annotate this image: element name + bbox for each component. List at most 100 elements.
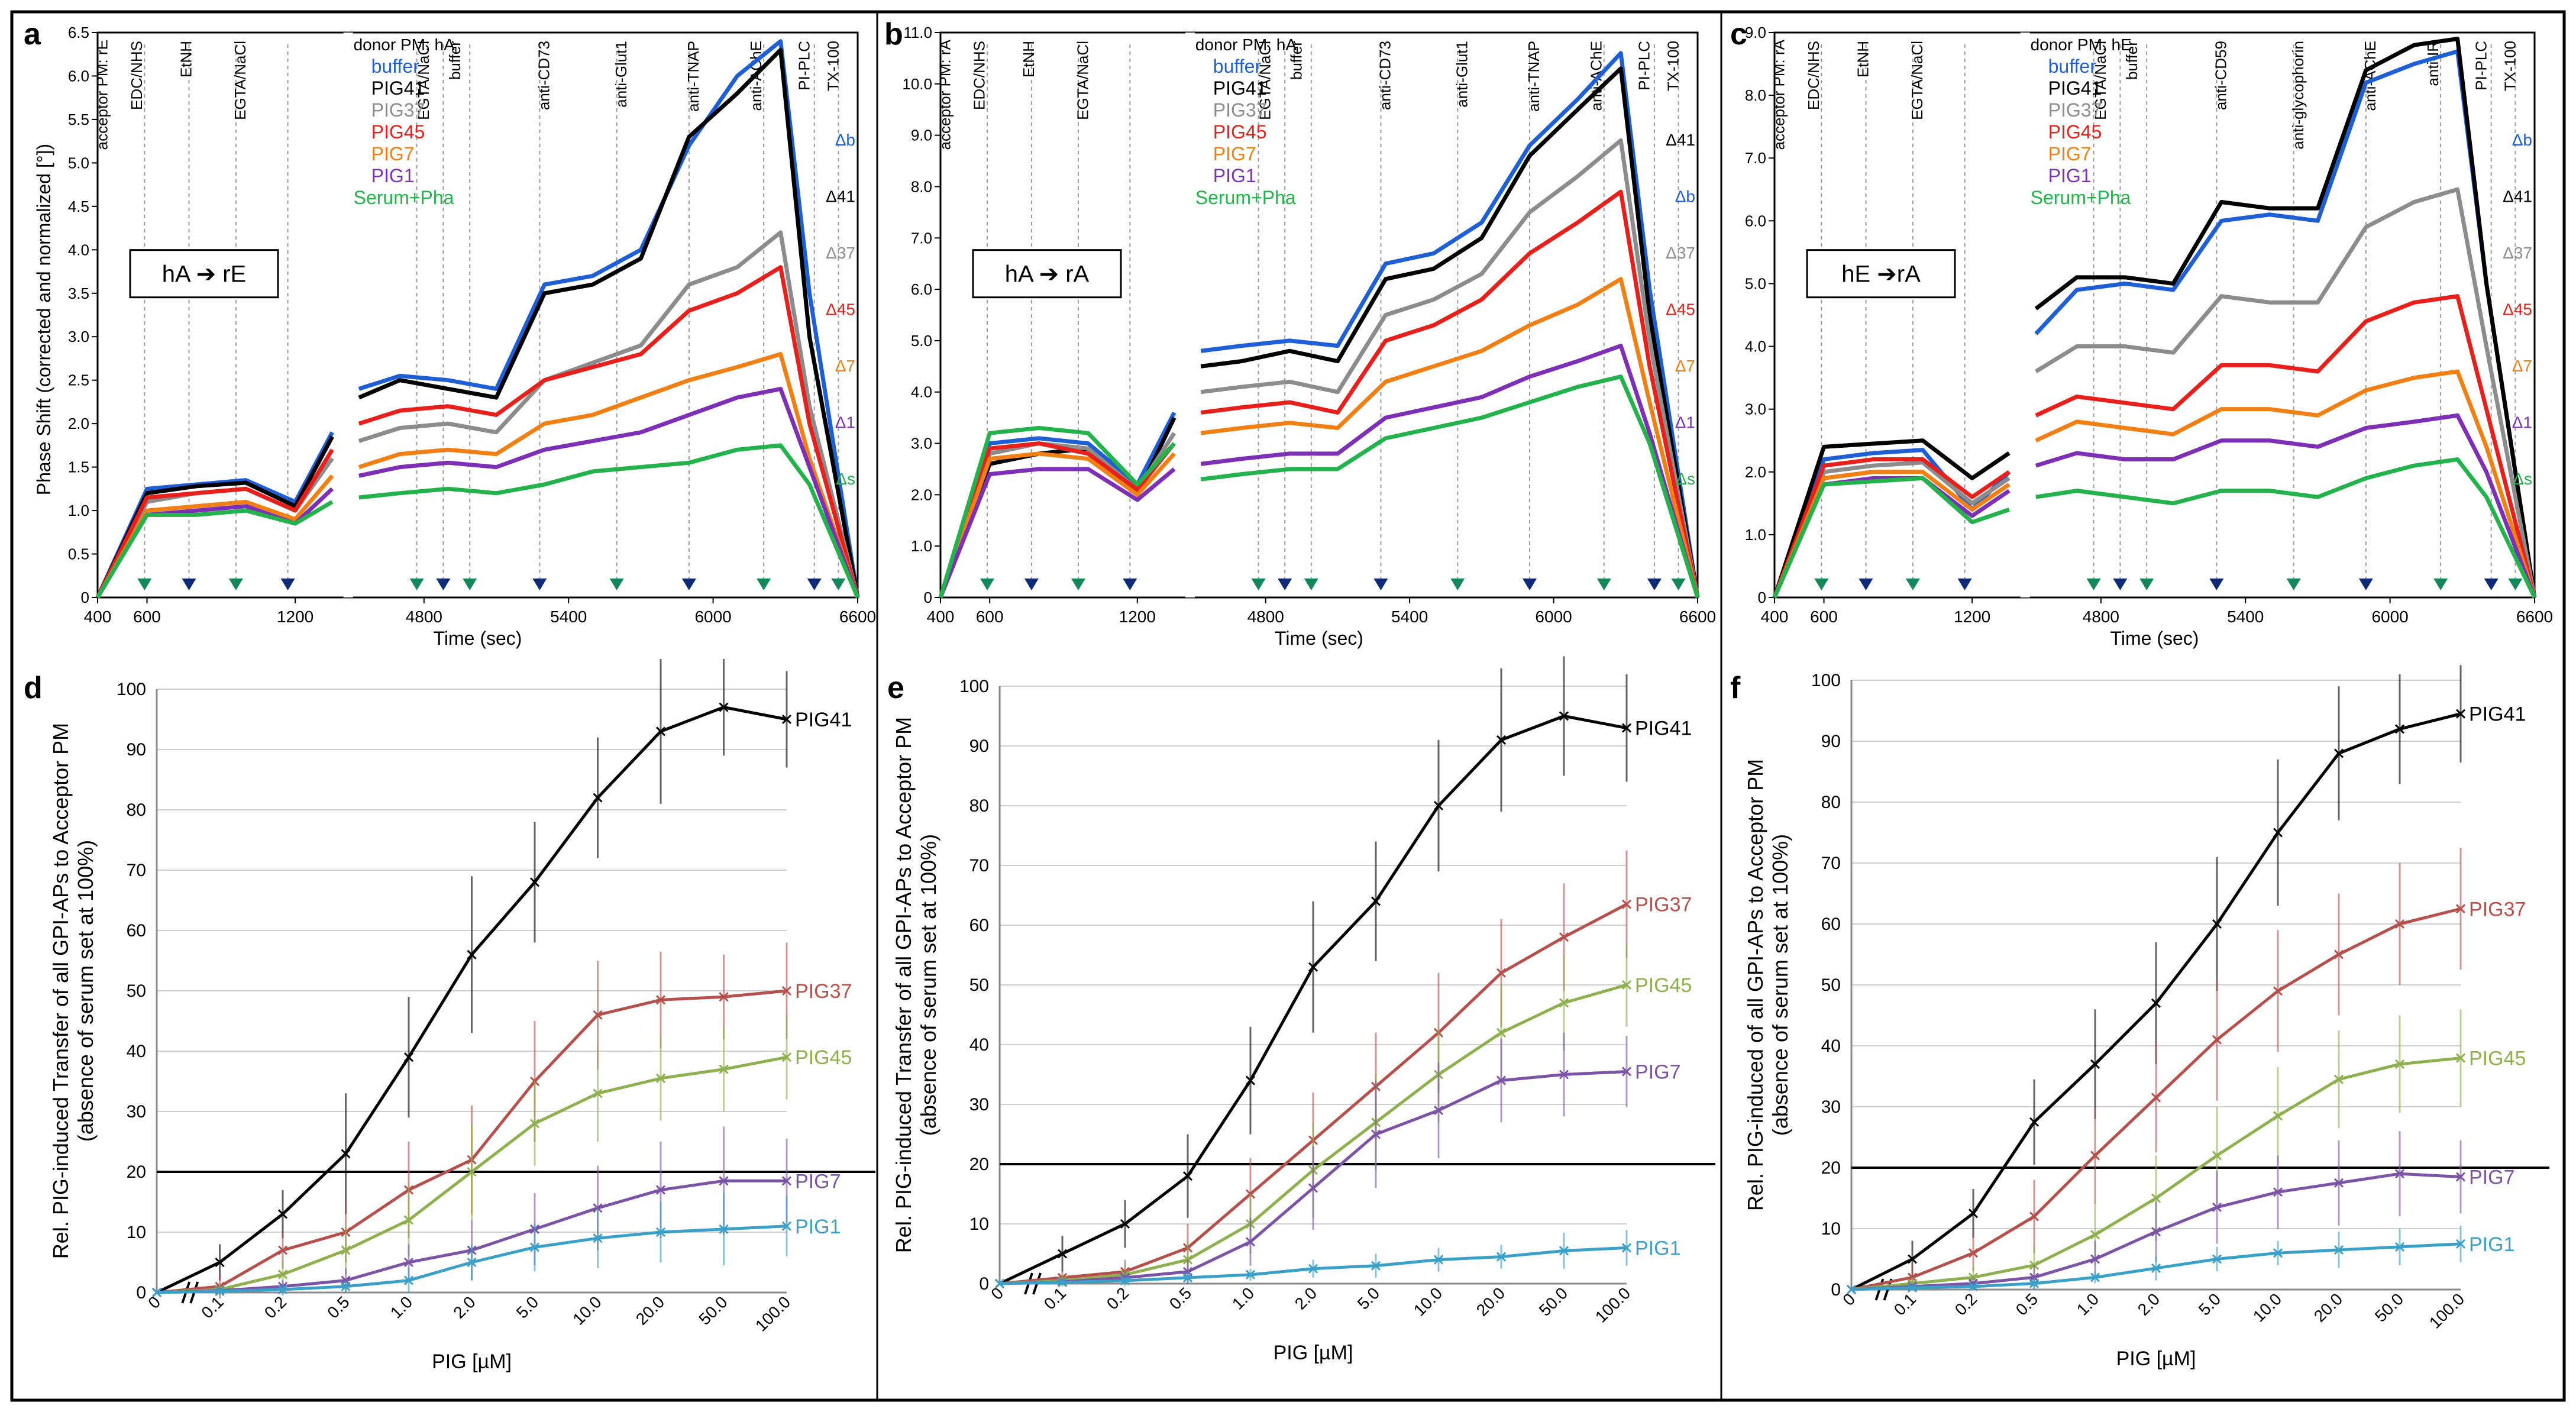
y-tick-label: 9.0 [1745,24,1766,41]
y-tick-label: 4.5 [68,198,89,215]
legend-entry-PIG7: PIG7 [2048,143,2092,164]
x-tick-label: 4800 [2083,608,2119,626]
x-tick-label: 6000 [694,608,731,626]
injection-marker [980,579,995,590]
data-point-PIG41 [1496,735,1507,745]
series-line-PIG41 [358,47,860,598]
data-point-PIG41 [1308,962,1318,972]
legend-entry-PIG1: PIG1 [2048,165,2092,186]
data-point-PIG1 [1907,1282,1918,1293]
y-tick-label: 90 [969,736,989,756]
data-point-PIG37 [719,992,729,1002]
y-tick-label: 6.0 [1745,212,1766,230]
data-point-PIG41 [781,714,792,725]
delta-label: Δ37 [2503,244,2532,262]
injection-marker [807,579,822,590]
data-point-PIG1 [781,1221,792,1231]
y-tick-label: 100 [959,677,989,696]
y-tick-label: 90 [127,740,146,760]
event-label: EGTA/NaCl [1256,41,1274,120]
legend-entry-PIG41: PIG41 [2048,77,2102,99]
axis-break [2020,33,2030,597]
injection-marker [2286,579,2301,590]
series-label-PIG7: PIG7 [2469,1166,2514,1188]
data-point-PIG41 [593,793,603,803]
title-box [129,249,279,299]
delta-label: Δb [2512,131,2532,149]
data-point-PIG41 [341,1149,351,1159]
donor-label: donor PM: hA [354,35,455,54]
data-point-PIG1 [215,1286,225,1297]
data-point-PIG45 [2394,1059,2405,1069]
injection-marker [1373,579,1388,590]
data-point-PIG1 [1308,1264,1318,1274]
series-line-PIG37 [1200,138,1700,598]
data-point-PIG37 [2455,904,2466,914]
series-line-PIG37 [2035,187,2537,598]
panel-b: b 0 1.0 2.0 3.0 4.0 5.0 6.0 7.0 8.0 9.0 10.0 11.0 400… [884,17,1716,649]
y-tick-label: 4.0 [1745,338,1766,356]
acceptor-label: acceptor PM: rA [1770,39,1788,150]
data-point-PIG41 [529,877,540,887]
data-point-PIG37 [277,1245,288,1255]
data-point-PIG1 [593,1233,603,1243]
x-tick-label: 400 [84,608,112,626]
y-tick-label: 30 [127,1102,146,1122]
y-tick-label: 30 [969,1095,989,1114]
delta-label: Δs [1676,470,1695,488]
y-tick-label: 1.0 [911,537,932,555]
data-point-PIG37 [1559,932,1569,942]
data-point-PIG41 [1245,1075,1256,1085]
injection-marker [2508,579,2523,590]
injection-marker [1123,579,1137,590]
y-tick-label: 0 [1831,1280,1841,1300]
y-tick-label: 40 [1821,1036,1841,1056]
injection-marker [1905,579,1920,590]
y-tick-label: 60 [127,921,146,941]
series-label-PIG45: PIG45 [2469,1048,2526,1070]
x-tick-label: 4800 [1247,608,1284,626]
y-tick-label: 40 [969,1035,989,1055]
y-tick-label: 6.0 [911,280,932,298]
y-tick-label: 100 [117,680,146,699]
event-label: EDC/NHS [128,41,146,110]
legend-entry-PIG1: PIG1 [1213,165,1256,186]
y-axis-label: Rel. PIG-induced of all GPI-APs to Accep… [1743,759,1767,1211]
data-point-PIG1 [2212,1254,2222,1264]
injection-marker [2086,579,2101,590]
data-point-PIG45 [2090,1230,2100,1240]
injection-marker [1957,579,1972,590]
event-label: anti-glycophorin [2289,41,2307,150]
title-box [972,249,1122,299]
event-label: EDC/NHS [1805,41,1822,110]
y-tick-label: 0 [979,1274,989,1294]
data-point-PIG41 [1182,1171,1193,1181]
data-point-PIG7 [2273,1187,2283,1197]
legend-entry-PIG45: PIG45 [2048,121,2102,143]
delta-label: Δ41 [2503,188,2532,206]
data-point-PIG41 [1907,1254,1918,1264]
data-point-PIG37 [2090,1151,2100,1161]
y-tick-label: 10.0 [902,75,932,93]
x-tick-label: 5400 [2227,608,2264,626]
panel-title: hA ➔ rE [162,261,246,287]
delta-label: Δ37 [1666,244,1695,262]
data-point-PIG37 [1968,1248,1979,1258]
data-point-PIG41 [2212,919,2222,929]
y-tick-label: 90 [1821,732,1841,751]
data-point-PIG1 [2333,1245,2344,1255]
x-axis-label: PIG [µM] [2116,1348,2196,1370]
data-point-PIG37 [2333,949,2344,959]
data-point-PIG37 [1621,899,1632,909]
injection-marker [532,579,547,590]
x-tick-label: 1200 [277,608,313,626]
y-tick-label: 2.0 [1745,463,1766,481]
data-point-PIG45 [1496,1028,1507,1038]
series-line-Serum+Pha [1200,374,1700,599]
injection-marker [463,579,477,590]
data-point-PIG45 [2151,1193,2161,1203]
injection-marker [2358,579,2373,590]
data-point-PIG1 [151,1287,162,1298]
data-point-PIG7 [1245,1237,1256,1247]
x-tick-label: 1200 [1954,608,1990,626]
